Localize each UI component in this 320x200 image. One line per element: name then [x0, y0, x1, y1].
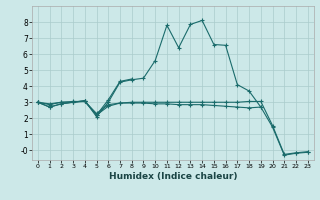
X-axis label: Humidex (Indice chaleur): Humidex (Indice chaleur) — [108, 172, 237, 181]
